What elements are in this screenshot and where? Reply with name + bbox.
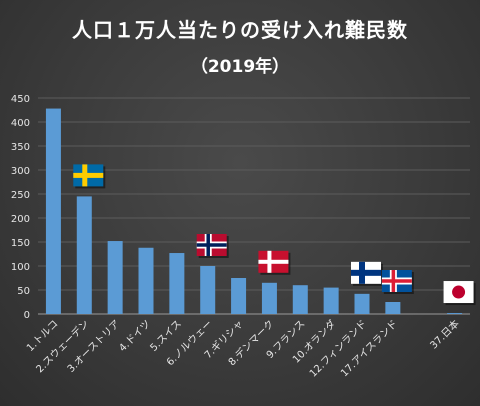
japan-flag-icon xyxy=(443,281,476,306)
y-tick-label: 300 xyxy=(11,166,30,177)
denmark-flag-icon xyxy=(258,250,291,275)
bar xyxy=(107,241,123,314)
y-tick-label: 400 xyxy=(11,118,30,129)
bar xyxy=(292,285,308,314)
bar xyxy=(354,293,370,314)
y-tick-label: 250 xyxy=(11,190,30,201)
x-tick-label: 4.ドイツ xyxy=(117,318,153,354)
iceland-flag-icon xyxy=(381,270,414,294)
x-tick-label: 37.日本 xyxy=(427,317,462,352)
x-tick-label: 17.アイスランド xyxy=(338,318,400,380)
y-tick-label: 50 xyxy=(17,286,30,297)
bar xyxy=(200,266,216,314)
x-tick-label: 3.オーストリア xyxy=(65,318,122,375)
norway-flag-icon xyxy=(196,234,229,258)
bar xyxy=(76,196,92,314)
x-tick-label: 12.フィンランド xyxy=(307,318,369,380)
bar xyxy=(138,247,154,314)
bar xyxy=(169,253,185,314)
bar xyxy=(385,302,401,314)
bar xyxy=(45,108,61,314)
chart-subtitle: （2019年） xyxy=(190,57,290,77)
bar xyxy=(261,282,277,314)
y-tick-label: 100 xyxy=(11,262,30,273)
y-tick-label: 150 xyxy=(11,238,30,249)
chart-title: 人口１万人当たりの受け入れ難民数 xyxy=(72,18,408,42)
bar xyxy=(231,278,247,314)
y-tick-label: 350 xyxy=(11,142,30,153)
y-tick-label: 0 xyxy=(24,310,30,321)
sweden-flag-icon xyxy=(73,164,106,189)
bar xyxy=(447,313,463,314)
bar xyxy=(323,287,339,314)
x-tick-label: 2.スウェーデン xyxy=(33,317,91,375)
y-tick-label: 450 xyxy=(11,94,30,105)
finland-flag-icon xyxy=(351,261,383,286)
y-tick-label: 200 xyxy=(11,214,30,225)
